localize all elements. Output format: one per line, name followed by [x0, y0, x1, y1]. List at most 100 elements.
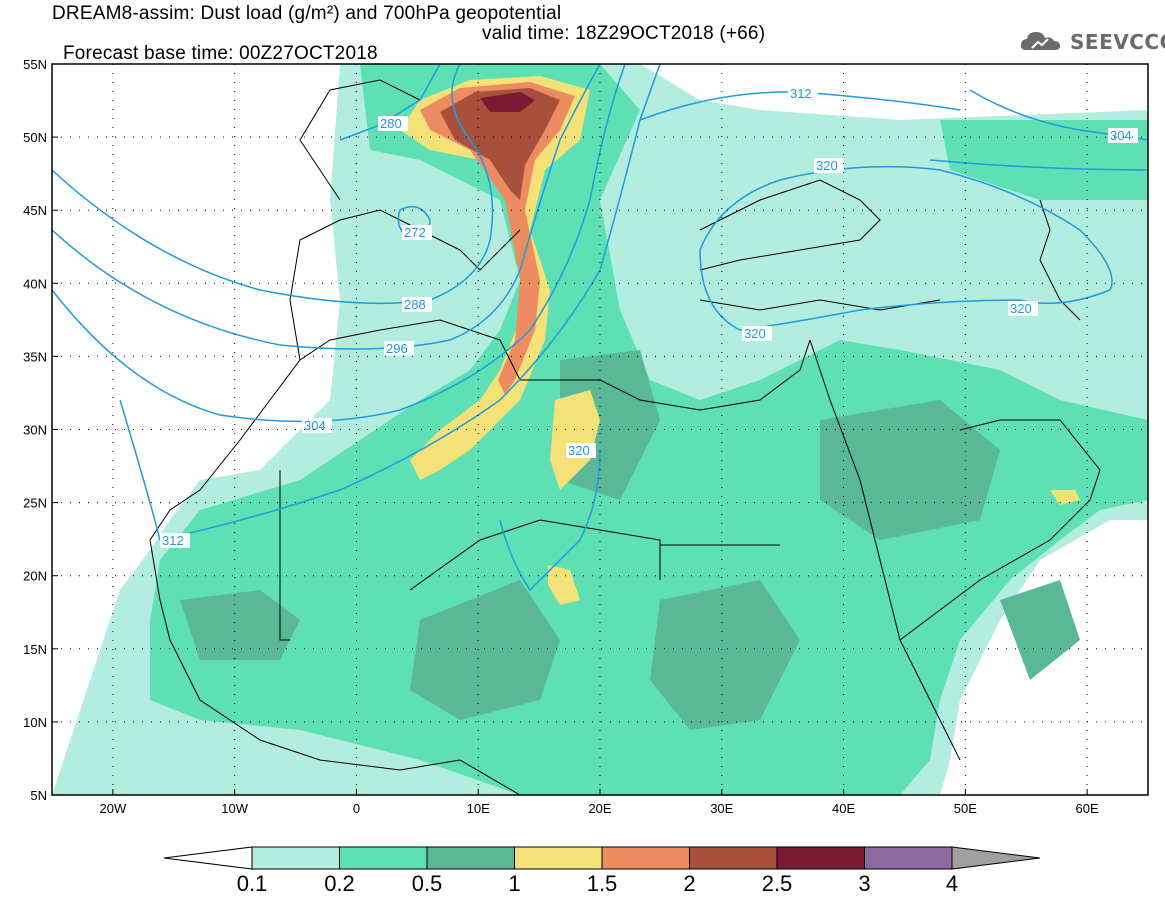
lon-tick-label: 40E: [832, 801, 855, 816]
seevccc-logo: SEEVCCC: [1018, 26, 1165, 56]
contour-label-bg: [788, 86, 818, 101]
lat-tick-label: 40N: [23, 276, 47, 291]
contour-label-320-south: 320: [744, 326, 766, 341]
colorbar-tick-label: 0.5: [412, 871, 443, 896]
colorbar-tick-label: 3: [858, 871, 870, 896]
lon-tick-label: 50E: [954, 801, 977, 816]
contour-label-312: 312: [162, 533, 184, 548]
contour-label-280: 280: [380, 116, 402, 131]
dust-plume-yellow: [400, 76, 590, 480]
geopotential-contours: [52, 64, 1148, 592]
contour-label-bg: [160, 533, 190, 548]
colorbar-tick-label: 4: [946, 871, 958, 896]
contour-label-bg: [378, 116, 408, 131]
colorbar-box: [864, 846, 953, 870]
contour-288: [52, 64, 494, 305]
lon-tick-label: 0: [353, 801, 360, 816]
dust-plume-orange: [420, 82, 575, 395]
contour-label-272: 272: [404, 225, 426, 240]
dust-plume-brown: [440, 88, 560, 200]
contour-label-312-north: 312: [790, 86, 812, 101]
contour-label-bg: [1008, 301, 1038, 316]
dust-fields: [52, 64, 1148, 795]
colorbar-tick-label: 0.1: [237, 871, 268, 896]
contour-296: [52, 64, 601, 350]
lon-tick-label: 20E: [588, 801, 611, 816]
dust-region-dense-3: [650, 580, 800, 730]
dust-region-dense-2: [410, 580, 560, 720]
colorbar-tick-labels: 0.1 0.2 0.5 1 1.5 2 2.5 3 4: [237, 871, 958, 896]
contour-280: [339, 64, 441, 141]
contour-320-ne: [929, 159, 1148, 171]
colorbar-box: [339, 846, 428, 870]
dust-plume-core: [480, 92, 535, 112]
lon-tick-label: 30E: [710, 801, 733, 816]
contour-label-320-africa: 320: [568, 443, 590, 458]
dust-patch-yellow-2: [548, 565, 580, 605]
lat-tick-label: 20N: [23, 569, 47, 584]
contour-label-bg: [566, 443, 596, 458]
base-time: Forecast base time: 00Z27OCT2018: [62, 43, 378, 64]
valid-time: valid time: 18Z29OCT2018 (+66): [482, 23, 766, 44]
lat-tick-label: 30N: [23, 423, 47, 438]
dust-patch-yellow-3: [1050, 490, 1080, 505]
lat-tick-label: 55N: [23, 57, 47, 72]
contour-label-bg: [1108, 128, 1138, 143]
colorbar-under-triangle: [163, 846, 253, 870]
map-title: DREAM8-assim: Dust load (g/m²) and 700hP…: [52, 3, 562, 24]
colorbar-tick-label: 1: [508, 871, 520, 896]
coastlines: [149, 79, 1101, 795]
contour-label-group: 280 272 288 296 304 312 320 312 320 320 …: [160, 86, 1138, 548]
lon-tick-label: 60E: [1076, 801, 1099, 816]
contour-312: [119, 64, 661, 541]
lon-tick-label: 20W: [100, 801, 127, 816]
cloud-logo-icon: [1020, 32, 1060, 50]
lat-tick-label: 15N: [23, 642, 47, 657]
contour-label-288: 288: [404, 297, 426, 312]
contour-label-bg: [402, 225, 432, 240]
lat-tick-label: 25N: [23, 496, 47, 511]
colorbar-tick-label: 0.2: [324, 871, 355, 896]
contour-label-bg: [402, 297, 432, 312]
lat-tick-label: 50N: [23, 130, 47, 145]
dust-region-dense-6: [1000, 580, 1080, 680]
contour-304-ne: [969, 89, 1148, 141]
colorbar-tick-label: 2.5: [762, 871, 793, 896]
longitude-axis: 20W 10W 0 10E 20E 30E 40E 50E 60E: [100, 789, 1099, 816]
dust-region-dense-1: [180, 590, 300, 660]
colorbar-box: [251, 846, 340, 870]
contour-304: [52, 64, 626, 423]
dust-region-medium-ne: [940, 120, 1148, 200]
dust-patch-yellow-1: [550, 390, 600, 490]
colorbar-tick-label: 1.5: [587, 871, 618, 896]
contour-label-304: 304: [304, 418, 326, 433]
colorbar-boxes: [163, 846, 1041, 870]
lat-tick-label: 10N: [23, 715, 47, 730]
logo-text: SEEVCCC: [1070, 30, 1165, 54]
contour-label-bg: [302, 418, 332, 433]
lon-tick-label: 10W: [221, 801, 248, 816]
colorbar-box: [776, 846, 865, 870]
lat-tick-label: 35N: [23, 349, 47, 364]
colorbar-box: [601, 846, 690, 870]
dust-region-dense-4: [820, 400, 1000, 540]
contour-label-296: 296: [386, 341, 408, 356]
latitude-axis: 55N 50N 45N 40N 35N 30N 25N 20N 15N 10N 5N: [23, 57, 58, 803]
contour-label-bg: [742, 326, 772, 341]
contour-label-bg: [384, 341, 414, 356]
contour-label-320-east: 320: [816, 158, 838, 173]
colorbar-tick-label: 2: [683, 871, 695, 896]
contour-label-bg: [814, 158, 844, 173]
lat-tick-label: 45N: [23, 203, 47, 218]
colorbar-box: [426, 846, 515, 870]
colorbar-over-triangle: [951, 846, 1041, 870]
forecast-times: Forecast base time: 00Z27OCT2018 valid t…: [52, 24, 765, 84]
contour-320-africa: [499, 449, 601, 592]
colorbar-box: [514, 846, 603, 870]
lon-tick-label: 10E: [467, 801, 490, 816]
contour-label-304-ne: 304: [1110, 128, 1132, 143]
lat-tick-label: 5N: [30, 788, 47, 803]
colorbar-box: [689, 846, 778, 870]
